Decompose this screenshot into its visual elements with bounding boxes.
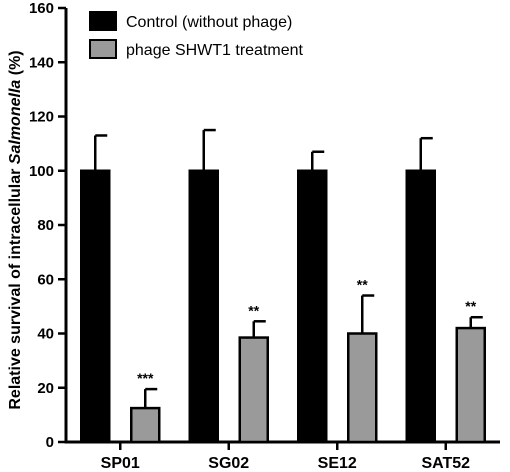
y-tick-label: 60 (37, 271, 54, 288)
significance-label: *** (137, 370, 154, 386)
treatment-bar (130, 406, 161, 444)
significance-label: ** (357, 277, 368, 293)
significance-label: ** (465, 298, 476, 314)
control-bar (188, 169, 219, 444)
control-bar (80, 169, 111, 444)
treatment-bar (238, 336, 269, 444)
y-axis-title-suffix: (%) (7, 50, 24, 79)
legend-swatch (89, 11, 117, 31)
y-tick-label: 20 (37, 380, 54, 397)
legend-label: Control (without phage) (126, 14, 292, 31)
x-tick-label: SG02 (208, 455, 249, 472)
legend-label: phage SHWT1 treatment (126, 42, 304, 59)
y-tick-label: 0 (46, 434, 54, 451)
y-axis-title-italic: Salmonella (7, 80, 24, 165)
y-tick-label: 120 (29, 109, 54, 126)
x-tick-label: SP01 (101, 455, 140, 472)
y-tick-label: 160 (29, 0, 54, 17)
y-axis-title: Relative survival of intracellular Salmo… (7, 50, 24, 409)
treatment-bar (347, 332, 378, 444)
x-tick-label: SAT52 (421, 455, 470, 472)
y-tick-label: 80 (37, 217, 54, 234)
y-tick-label: 140 (29, 54, 54, 71)
significance-label: ** (248, 302, 259, 318)
y-axis-title-prefix: Relative survival of intracellular (7, 164, 24, 409)
control-bar (405, 169, 436, 444)
control-bar (297, 169, 328, 444)
y-tick-label: 40 (37, 326, 54, 343)
treatment-bar (455, 326, 486, 444)
legend-swatch (89, 39, 117, 59)
x-tick-label: SE12 (318, 455, 357, 472)
y-tick-label: 100 (29, 163, 54, 180)
